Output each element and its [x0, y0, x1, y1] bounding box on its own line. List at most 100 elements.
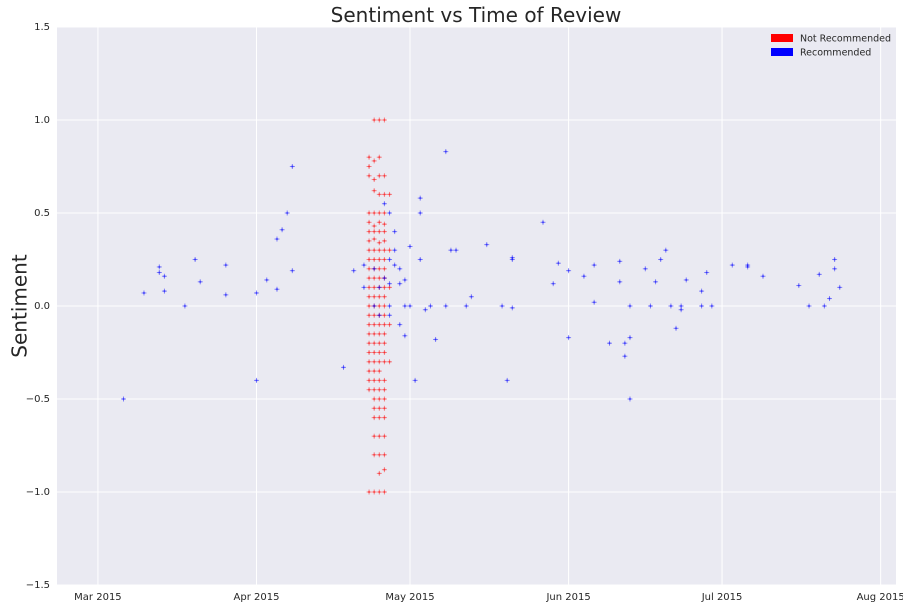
- data-point: [376, 275, 382, 281]
- data-point: [381, 173, 387, 179]
- series-1: [121, 149, 843, 402]
- data-point: [381, 221, 387, 227]
- data-point: [381, 247, 387, 253]
- data-point: [376, 331, 382, 337]
- data-point: [371, 210, 377, 216]
- data-point: [402, 303, 408, 309]
- data-point: [427, 303, 433, 309]
- data-point: [289, 268, 295, 274]
- data-point: [161, 273, 167, 279]
- x-tick-label: Jun 2015: [545, 592, 590, 603]
- data-point: [376, 312, 382, 318]
- data-point: [366, 489, 372, 495]
- data-point: [663, 247, 669, 253]
- legend-swatch: [771, 48, 793, 56]
- data-point: [443, 149, 449, 155]
- data-point: [371, 405, 377, 411]
- data-point: [371, 433, 377, 439]
- y-tick-label: 1.5: [34, 22, 50, 33]
- data-point: [376, 368, 382, 374]
- data-point: [832, 257, 838, 262]
- data-point: [141, 290, 147, 296]
- data-point: [729, 262, 735, 268]
- data-point: [371, 387, 377, 393]
- data-point: [387, 303, 393, 309]
- legend-swatch: [771, 34, 793, 42]
- data-point: [376, 387, 382, 393]
- x-tick-label: Jul 2015: [701, 592, 743, 603]
- data-point: [387, 322, 393, 328]
- data-point: [366, 173, 372, 179]
- data-point: [591, 262, 597, 268]
- data-point: [381, 377, 387, 383]
- data-point: [387, 191, 393, 197]
- data-point: [381, 415, 387, 421]
- data-point: [361, 284, 367, 290]
- data-point: [371, 266, 377, 272]
- data-point: [376, 359, 382, 365]
- data-point: [366, 340, 372, 346]
- data-point: [254, 377, 260, 383]
- data-point: [376, 154, 382, 160]
- data-point: [448, 247, 454, 253]
- data-point: [468, 294, 474, 300]
- data-point: [366, 284, 372, 290]
- x-tick-label: May 2015: [385, 592, 434, 603]
- data-point: [381, 257, 387, 262]
- data-point: [376, 433, 382, 439]
- data-point: [826, 296, 832, 302]
- data-point: [658, 257, 664, 262]
- data-point: [745, 264, 751, 270]
- data-point: [366, 266, 372, 272]
- data-point: [376, 257, 382, 262]
- data-point: [760, 273, 766, 279]
- data-point: [366, 303, 372, 309]
- data-point: [366, 164, 372, 169]
- data-point: [387, 284, 393, 290]
- data-point: [417, 257, 423, 262]
- data-point: [366, 219, 372, 225]
- data-point: [371, 377, 377, 383]
- data-point: [402, 277, 408, 283]
- data-point: [581, 273, 587, 279]
- gridlines: [57, 26, 896, 586]
- data-point: [376, 173, 382, 179]
- data-point: [837, 284, 843, 290]
- data-point: [381, 303, 387, 309]
- data-point: [376, 210, 382, 216]
- chart-title: Sentiment vs Time of Review: [331, 3, 622, 27]
- data-point: [678, 303, 684, 309]
- x-tick-label: Aug 2015: [857, 592, 903, 603]
- data-point: [376, 322, 382, 328]
- data-point: [387, 281, 393, 287]
- data-point: [366, 387, 372, 393]
- data-point: [366, 312, 372, 318]
- data-point: [709, 303, 715, 309]
- data-point: [371, 303, 377, 309]
- data-point: [417, 210, 423, 216]
- data-point: [371, 247, 377, 253]
- data-point: [381, 275, 387, 281]
- data-point: [381, 331, 387, 337]
- data-point: [279, 227, 285, 233]
- data-point: [371, 396, 377, 402]
- data-point: [566, 268, 572, 274]
- data-point: [376, 350, 382, 355]
- data-point: [371, 322, 377, 328]
- data-point: [683, 277, 689, 283]
- data-point: [371, 236, 377, 242]
- data-point: [366, 331, 372, 337]
- data-point: [156, 264, 162, 270]
- data-point: [223, 292, 229, 298]
- data-point: [499, 303, 505, 309]
- data-point: [381, 359, 387, 365]
- data-point: [509, 305, 515, 311]
- data-point: [463, 303, 469, 309]
- data-point: [642, 266, 648, 272]
- data-point: [647, 303, 653, 309]
- data-point: [289, 164, 295, 169]
- data-point: [381, 322, 387, 328]
- data-point: [376, 229, 382, 235]
- data-point: [376, 405, 382, 411]
- data-point: [699, 303, 705, 309]
